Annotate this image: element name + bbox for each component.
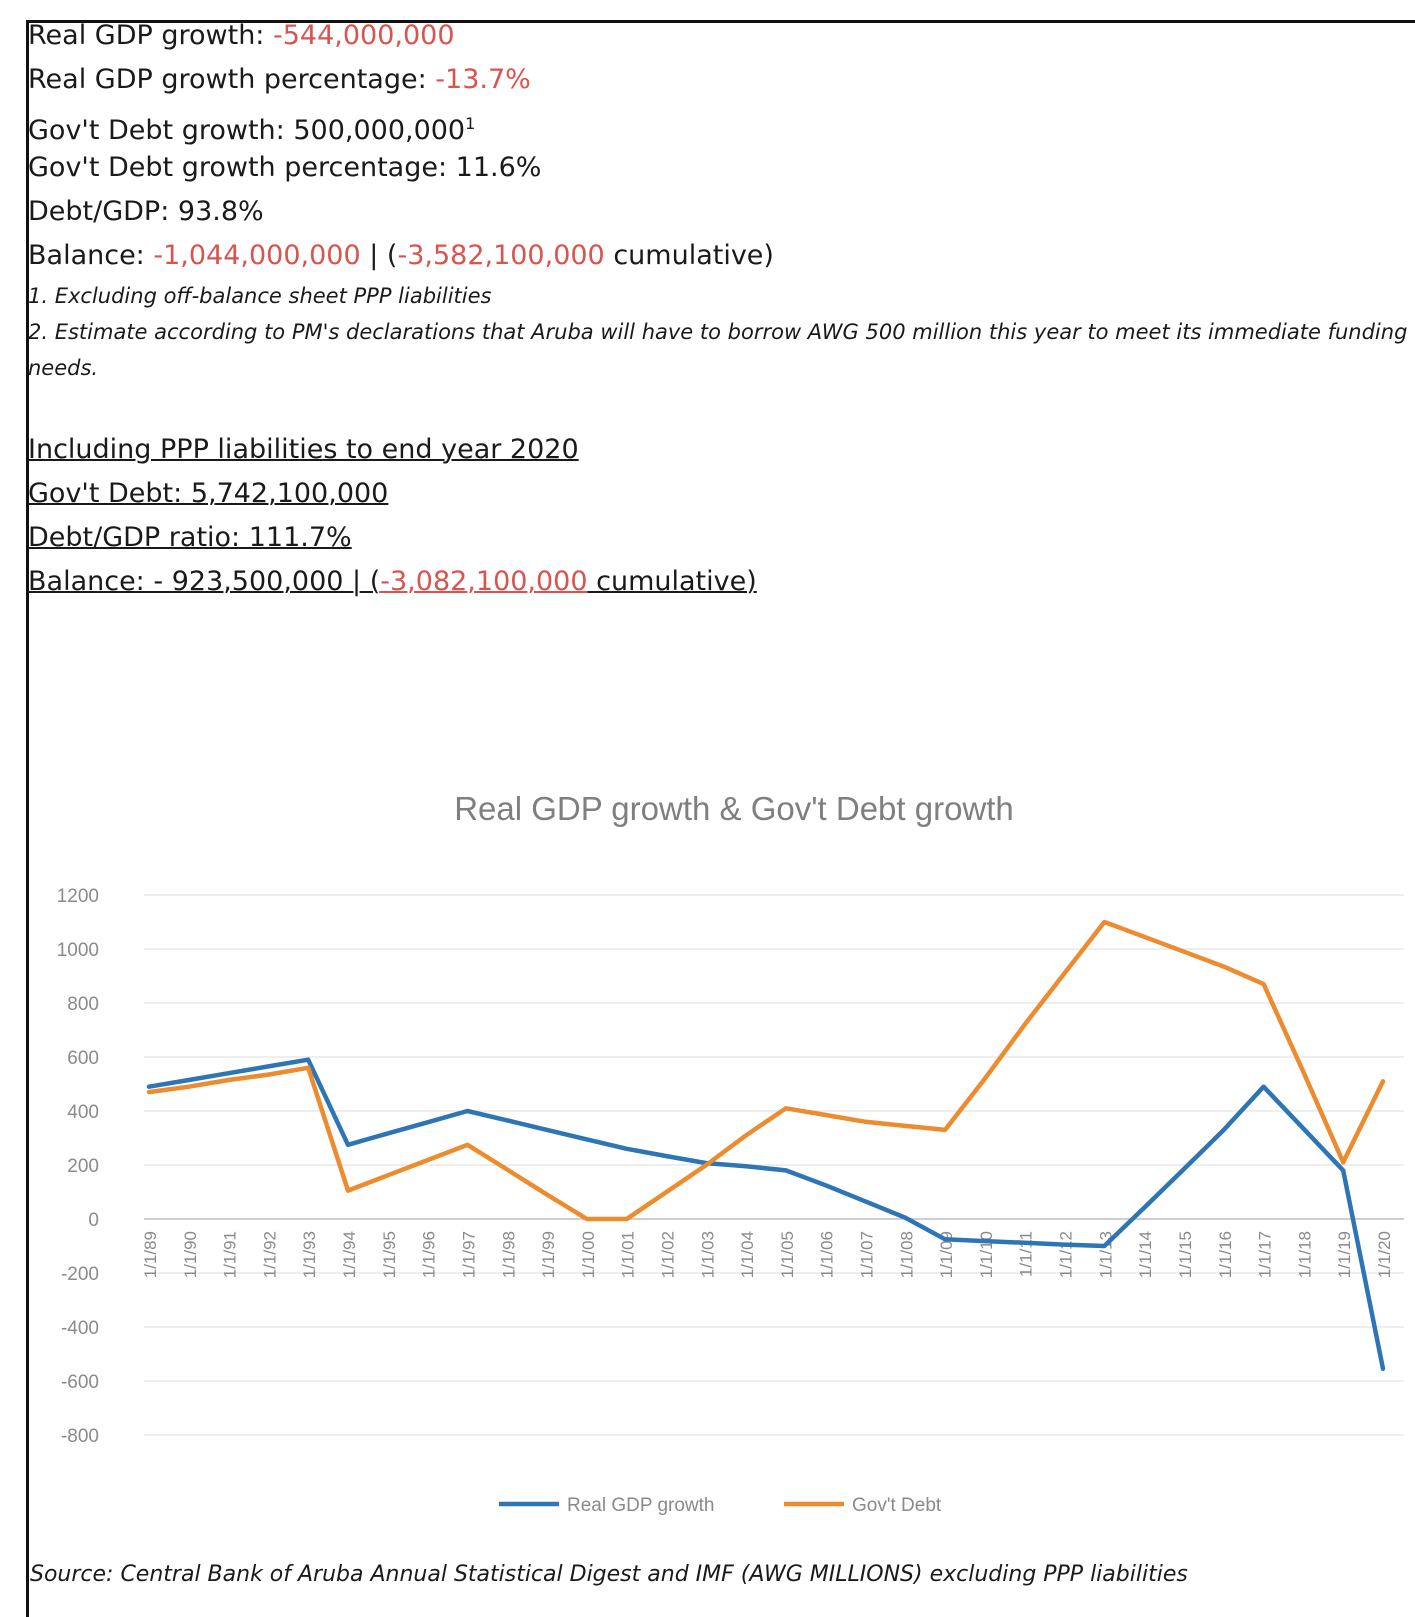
x-tick-label: 1/1/12 bbox=[1057, 1231, 1076, 1278]
ppp-balance: Balance: - 923,500,000 | (-3,082,100,000… bbox=[28, 560, 1408, 604]
debt-growth-text: Gov't Debt growth: 500,000,000 bbox=[28, 115, 466, 146]
x-tick-label: 1/1/09 bbox=[937, 1231, 956, 1278]
summary-debt-percentage: Gov't Debt growth percentage: 11.6% bbox=[28, 152, 542, 183]
y-tick-label: -400 bbox=[61, 1318, 99, 1339]
y-tick-label: 400 bbox=[67, 1102, 99, 1123]
legend-label: Real GDP growth bbox=[567, 1495, 715, 1516]
chart-title: Real GDP growth & Gov't Debt growth bbox=[454, 790, 1014, 827]
gdp-growth-label: Real GDP growth: bbox=[28, 20, 273, 51]
y-tick-label: -600 bbox=[61, 1372, 99, 1393]
y-tick-label: 0 bbox=[88, 1210, 99, 1231]
x-tick-label: 1/1/18 bbox=[1295, 1231, 1314, 1278]
y-tick-label: -200 bbox=[61, 1264, 99, 1285]
frame-left-border bbox=[26, 20, 29, 1617]
balance-cumulative-label: cumulative) bbox=[604, 240, 774, 271]
balance-value: -1,044,000,000 bbox=[153, 240, 361, 271]
ppp-heading: Including PPP liabilities to end year 20… bbox=[28, 428, 1408, 472]
y-tick-label: 200 bbox=[67, 1156, 99, 1177]
x-tick-label: 1/1/96 bbox=[420, 1231, 439, 1278]
footnote-marker: 1 bbox=[465, 114, 476, 133]
ppp-balance-label: Balance: - 923,500,000 | ( bbox=[28, 566, 381, 597]
x-tick-label: 1/1/90 bbox=[181, 1231, 200, 1278]
line-chart: Real GDP growth & Gov't Debt growth 1200 1… bbox=[57, 790, 1404, 1516]
ppp-ratio: Debt/GDP ratio: 111.7% bbox=[28, 516, 1408, 560]
balance-cumulative-value: -3,582,100,000 bbox=[397, 240, 605, 271]
summary-debt-growth: Gov't Debt growth: 500,000,0001 bbox=[28, 102, 1408, 146]
summary-balance: Balance: -1,044,000,000 | (-3,582,100,00… bbox=[28, 234, 1408, 278]
gdp-growth-value: -544,000,000 bbox=[273, 20, 455, 51]
x-tick-label: 1/1/97 bbox=[459, 1231, 478, 1278]
x-tick-label: 1/1/19 bbox=[1335, 1231, 1354, 1278]
balance-label: Balance: bbox=[28, 240, 154, 271]
ppp-debt-text: Gov't Debt: 5,742,100,000 bbox=[28, 478, 389, 509]
chart-source: Source: Central Bank of Aruba Annual Sta… bbox=[30, 1562, 1188, 1587]
x-tick-label: 1/1/15 bbox=[1176, 1231, 1195, 1278]
ppp-ratio-text: Debt/GDP ratio: 111.7% bbox=[28, 522, 352, 553]
x-tick-label: 1/1/20 bbox=[1375, 1231, 1394, 1278]
x-tick-label: 1/1/91 bbox=[221, 1231, 240, 1278]
x-tick-label: 1/1/94 bbox=[340, 1231, 359, 1278]
y-tick-label: 600 bbox=[67, 1048, 99, 1069]
x-tick-label: 1/1/08 bbox=[897, 1231, 916, 1278]
x-tick-label: 1/1/93 bbox=[300, 1231, 319, 1278]
x-tick-label: 1/1/00 bbox=[579, 1231, 598, 1278]
ppp-debt: Gov't Debt: 5,742,100,000 bbox=[28, 472, 1408, 516]
gdp-pct-value: -13.7% bbox=[435, 64, 531, 95]
balance-sep: | ( bbox=[360, 240, 398, 271]
ppp-heading-text: Including PPP liabilities to end year 20… bbox=[28, 434, 579, 465]
x-tick-label: 1/1/17 bbox=[1256, 1231, 1275, 1278]
footnote-2: 2. Estimate according to PM's declaratio… bbox=[28, 320, 1408, 380]
x-tick-label: 1/1/99 bbox=[539, 1231, 558, 1278]
summary-gdp-growth: Real GDP growth: -544,000,000 bbox=[28, 14, 1408, 58]
x-tick-label: 1/1/89 bbox=[141, 1231, 160, 1278]
x-tick-label: 1/1/05 bbox=[778, 1231, 797, 1278]
x-tick-label: 1/1/11 bbox=[1017, 1231, 1036, 1277]
x-tick-label: 1/1/03 bbox=[698, 1231, 717, 1278]
x-tick-label: 1/1/01 bbox=[619, 1231, 638, 1278]
y-tick-label: 1000 bbox=[57, 940, 99, 961]
x-tick-label: 1/1/16 bbox=[1216, 1231, 1235, 1278]
x-tick-label: 1/1/10 bbox=[977, 1231, 996, 1278]
frame-top-border bbox=[26, 20, 1415, 23]
summary-gdp-percentage: Real GDP growth percentage: -13.7% bbox=[28, 58, 1408, 102]
document-text: Real GDP growth: -544,000,000 Real GDP g… bbox=[28, 14, 1408, 604]
legend-label: Gov't Debt bbox=[852, 1495, 942, 1516]
y-tick-label: -800 bbox=[61, 1426, 99, 1447]
ppp-balance-cumulative-label: cumulative) bbox=[587, 566, 757, 597]
series-line-govt-debt bbox=[146, 919, 1386, 1222]
footnote-1: 1. Excluding off-balance sheet PPP liabi… bbox=[28, 284, 492, 308]
y-tick-label: 800 bbox=[67, 994, 99, 1015]
x-tick-label: 1/1/92 bbox=[260, 1231, 279, 1278]
x-tick-label: 1/1/06 bbox=[818, 1231, 837, 1278]
x-tick-label: 1/1/14 bbox=[1136, 1231, 1155, 1278]
series-line-real-gdp-growth bbox=[146, 1057, 1386, 1372]
x-tick-label: 1/1/95 bbox=[380, 1231, 399, 1278]
y-tick-label: 1200 bbox=[57, 886, 99, 907]
x-tick-label: 1/1/04 bbox=[738, 1231, 757, 1278]
x-tick-label: 1/1/07 bbox=[858, 1231, 877, 1278]
summary-debt-gdp: Debt/GDP: 93.8% bbox=[28, 196, 264, 227]
gdp-pct-label: Real GDP growth percentage: bbox=[28, 64, 436, 95]
x-tick-label: 1/1/98 bbox=[499, 1231, 518, 1278]
ppp-balance-cumulative-value: -3,082,100,000 bbox=[380, 566, 588, 597]
x-tick-label: 1/1/02 bbox=[658, 1231, 677, 1278]
